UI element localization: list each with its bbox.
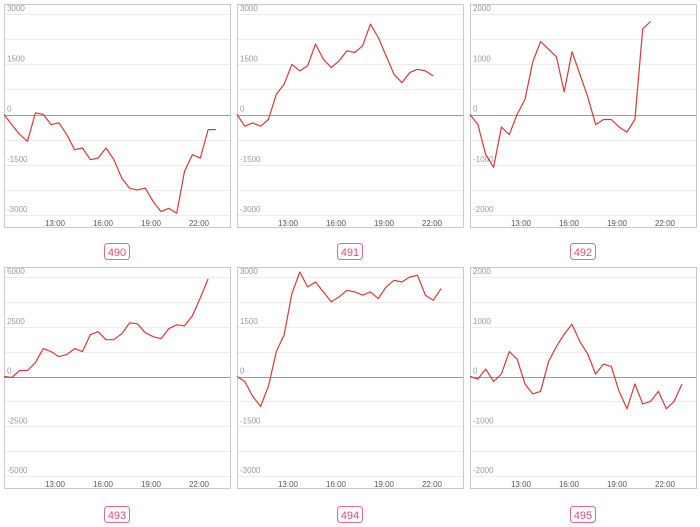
- series-line: [469, 323, 683, 410]
- y-tick-label: 2000: [473, 4, 491, 13]
- chart-id-badge-frame: [570, 506, 596, 523]
- chart-id-badge[interactable]: 493: [104, 506, 130, 523]
- chart-id-label: 493: [108, 510, 126, 522]
- chart-panel-490: 3000 1500 0 -1500 -3000 13:00 16:00 19:00 22:00: [3, 4, 231, 228]
- y-tick-label: 1500: [7, 54, 25, 63]
- chart-id-badge[interactable]: 491: [337, 243, 363, 260]
- y-tick-label: -3000: [240, 205, 261, 214]
- chart-id-badge[interactable]: 494: [337, 506, 363, 523]
- y-tick-label: -1500: [7, 155, 28, 164]
- series-line: [469, 21, 651, 168]
- y-tick-label: 1500: [240, 317, 258, 326]
- chart-id-label: 495: [574, 510, 592, 522]
- y-tick-label: -2000: [473, 466, 494, 475]
- series-line: [3, 278, 209, 379]
- chart-panel-491: 3000 1500 0 -1500 -3000 13:00 16:00 19:00 22:00: [236, 4, 464, 228]
- chart-id-badge[interactable]: 490: [104, 243, 130, 260]
- y-tick-label: 0: [7, 367, 12, 376]
- x-tick-label: 19:00: [374, 219, 395, 228]
- y-tick-label: 3000: [7, 4, 25, 13]
- x-tick-label: 13:00: [45, 480, 66, 489]
- x-tick-label: 22:00: [189, 480, 210, 489]
- x-tick-label: 16:00: [326, 219, 347, 228]
- chart-panel-494: 3000 1500 0 -1500 -3000 13:00 16:00 19:00 22:00: [236, 267, 464, 489]
- chart-id-badge-frame: [337, 506, 363, 523]
- y-tick-label: -3000: [7, 205, 28, 214]
- chart-id-badge-frame: [104, 243, 130, 260]
- y-tick-label: 2500: [7, 317, 25, 326]
- y-tick-label: 3000: [240, 4, 258, 13]
- y-tick-label: 0: [473, 105, 478, 114]
- x-tick-label: 22:00: [189, 219, 210, 228]
- y-tick-label: -1000: [473, 416, 494, 425]
- x-tick-label: 19:00: [607, 219, 628, 228]
- y-tick-label: -2500: [7, 416, 28, 425]
- x-tick-label: 19:00: [607, 480, 628, 489]
- y-tick-label: 1000: [473, 317, 491, 326]
- x-tick-label: 19:00: [374, 480, 395, 489]
- chart-id-label: 491: [341, 247, 359, 259]
- y-tick-label: 2000: [473, 267, 491, 276]
- y-tick-label: -1500: [240, 416, 261, 425]
- y-tick-label: -2000: [473, 205, 494, 214]
- chart-panel-495: 2000 1000 0 -1000 -2000 13:00 16:00 19:00 22:00: [469, 267, 697, 489]
- x-tick-label: 16:00: [93, 480, 114, 489]
- chart-id-badge[interactable]: 495: [570, 506, 596, 523]
- x-tick-label: 22:00: [422, 480, 443, 489]
- y-tick-label: 0: [240, 105, 245, 114]
- x-tick-label: 13:00: [511, 480, 532, 489]
- series-line: [236, 271, 442, 407]
- chart-panel-492: 2000 1000 0 -1000 -2000 13:00 16:00 19:00 22:00: [469, 4, 697, 228]
- chart-id-badge-frame: [104, 506, 130, 523]
- x-tick-label: 16:00: [93, 219, 114, 228]
- chart-id-label: 490: [108, 247, 126, 259]
- y-tick-label: 0: [240, 367, 245, 376]
- y-tick-label: 5000: [7, 267, 25, 276]
- x-tick-label: 22:00: [655, 219, 676, 228]
- x-tick-label: 16:00: [559, 480, 580, 489]
- y-tick-label: -1500: [240, 155, 261, 164]
- x-tick-label: 22:00: [655, 480, 676, 489]
- x-tick-label: 22:00: [422, 219, 443, 228]
- chart-id-badge[interactable]: 492: [570, 243, 596, 260]
- y-tick-label: -1000: [473, 155, 494, 164]
- y-tick-label: -5000: [7, 466, 28, 475]
- chart-id-badge-frame: [337, 243, 363, 260]
- x-tick-label: 16:00: [559, 219, 580, 228]
- series-line: [236, 23, 434, 127]
- x-tick-label: 19:00: [141, 219, 162, 228]
- y-tick-label: 3000: [240, 267, 258, 276]
- x-tick-label: 13:00: [511, 219, 532, 228]
- x-tick-label: 19:00: [141, 480, 162, 489]
- y-tick-label: -3000: [240, 466, 261, 475]
- x-tick-label: 13:00: [278, 480, 299, 489]
- chart-id-label: 492: [574, 247, 592, 259]
- chart-id-badge-frame: [570, 243, 596, 260]
- x-tick-label: 13:00: [45, 219, 66, 228]
- y-tick-label: 1500: [240, 54, 258, 63]
- y-tick-label: 0: [7, 105, 12, 114]
- x-tick-label: 13:00: [278, 219, 299, 228]
- y-tick-label: 0: [473, 367, 478, 376]
- chart-id-label: 494: [341, 510, 359, 522]
- x-tick-label: 16:00: [326, 480, 347, 489]
- chart-panel-493: 5000 2500 0 -2500 -5000 13:00 16:00 19:00 22:00: [3, 267, 231, 489]
- y-tick-label: 1000: [473, 54, 491, 63]
- series-line: [3, 112, 216, 214]
